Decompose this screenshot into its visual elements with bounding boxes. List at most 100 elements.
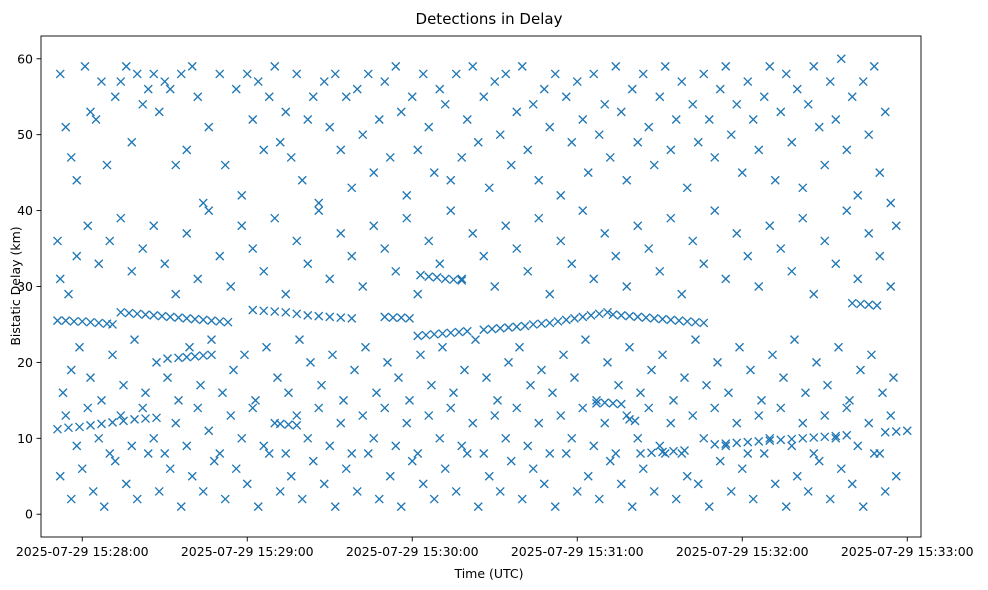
data-point <box>446 206 456 216</box>
data-point <box>710 206 720 216</box>
data-point <box>737 168 747 178</box>
data-point <box>759 92 769 102</box>
data-point <box>462 449 472 458</box>
data-point <box>174 395 183 405</box>
data-point <box>710 403 720 413</box>
data-point <box>152 357 161 367</box>
data-point <box>658 350 667 360</box>
y-tick-label: 60 <box>17 51 33 66</box>
data-point <box>61 411 71 421</box>
data-point <box>608 310 618 320</box>
data-point <box>130 335 139 345</box>
data-point <box>94 433 104 443</box>
data-point <box>270 307 280 317</box>
data-point <box>237 190 247 200</box>
x-tick-label: 2025-07-29 15:31:00 <box>511 544 644 559</box>
data-point <box>209 456 219 466</box>
data-point <box>86 317 95 327</box>
data-point <box>372 388 381 398</box>
data-point <box>512 403 522 413</box>
data-point <box>130 414 139 424</box>
data-point <box>787 434 797 444</box>
data-point <box>671 115 681 124</box>
data-point <box>715 456 725 466</box>
data-point <box>891 221 901 231</box>
data-point <box>669 446 678 456</box>
data-point <box>196 380 205 390</box>
data-point <box>314 198 324 208</box>
data-point <box>160 449 170 458</box>
data-point <box>572 486 582 496</box>
data-point <box>116 77 126 87</box>
data-point <box>77 316 87 326</box>
data-point <box>743 449 753 458</box>
data-point <box>603 307 612 317</box>
data-point <box>550 69 560 79</box>
data-point <box>561 449 571 458</box>
data-point <box>801 388 810 398</box>
data-point <box>616 399 626 409</box>
data-point <box>121 479 131 489</box>
data-point <box>369 433 379 443</box>
data-point <box>490 411 500 421</box>
data-point <box>872 300 882 310</box>
data-point <box>416 350 425 360</box>
data-point <box>83 221 93 231</box>
data-point <box>116 411 126 421</box>
data-point <box>270 418 280 428</box>
data-point <box>460 365 469 375</box>
data-point <box>638 69 648 79</box>
data-point <box>495 130 505 140</box>
data-point <box>388 313 398 323</box>
data-point <box>396 313 406 323</box>
data-point <box>182 145 192 155</box>
data-point <box>856 299 865 309</box>
data-point <box>248 403 258 413</box>
data-point <box>286 152 296 162</box>
data-point <box>402 213 412 223</box>
data-point <box>630 416 640 426</box>
data-point <box>545 122 555 132</box>
data-point <box>77 464 87 474</box>
data-point <box>220 160 230 170</box>
data-point <box>160 259 170 269</box>
data-point <box>132 69 142 79</box>
data-point <box>105 236 115 246</box>
data-point <box>611 251 621 261</box>
data-point <box>608 398 618 408</box>
data-point <box>831 431 841 441</box>
data-point <box>748 115 758 124</box>
data-point <box>792 471 802 481</box>
data-point <box>204 426 214 436</box>
data-point <box>248 115 258 124</box>
data-point <box>138 244 148 254</box>
data-point <box>710 152 720 162</box>
data-point <box>512 322 522 332</box>
data-point <box>891 427 901 436</box>
data-point <box>336 313 346 323</box>
data-point <box>765 61 775 71</box>
data-point <box>770 479 780 489</box>
data-point <box>237 221 247 231</box>
data-point <box>578 403 588 413</box>
data-point <box>292 420 302 430</box>
data-point <box>413 331 423 341</box>
data-point <box>504 323 513 332</box>
data-point <box>627 84 637 94</box>
data-point <box>457 274 467 284</box>
data-point <box>446 403 456 413</box>
data-point <box>561 92 571 102</box>
data-point <box>506 456 516 466</box>
data-point <box>669 395 678 405</box>
data-point <box>449 275 458 285</box>
data-point <box>798 433 808 443</box>
data-point <box>776 435 786 445</box>
data-point <box>108 350 117 360</box>
data-point <box>559 350 568 360</box>
data-point <box>699 69 709 79</box>
data-point <box>479 92 489 102</box>
data-point <box>732 438 742 448</box>
data-point <box>317 380 326 390</box>
data-point <box>688 236 698 246</box>
